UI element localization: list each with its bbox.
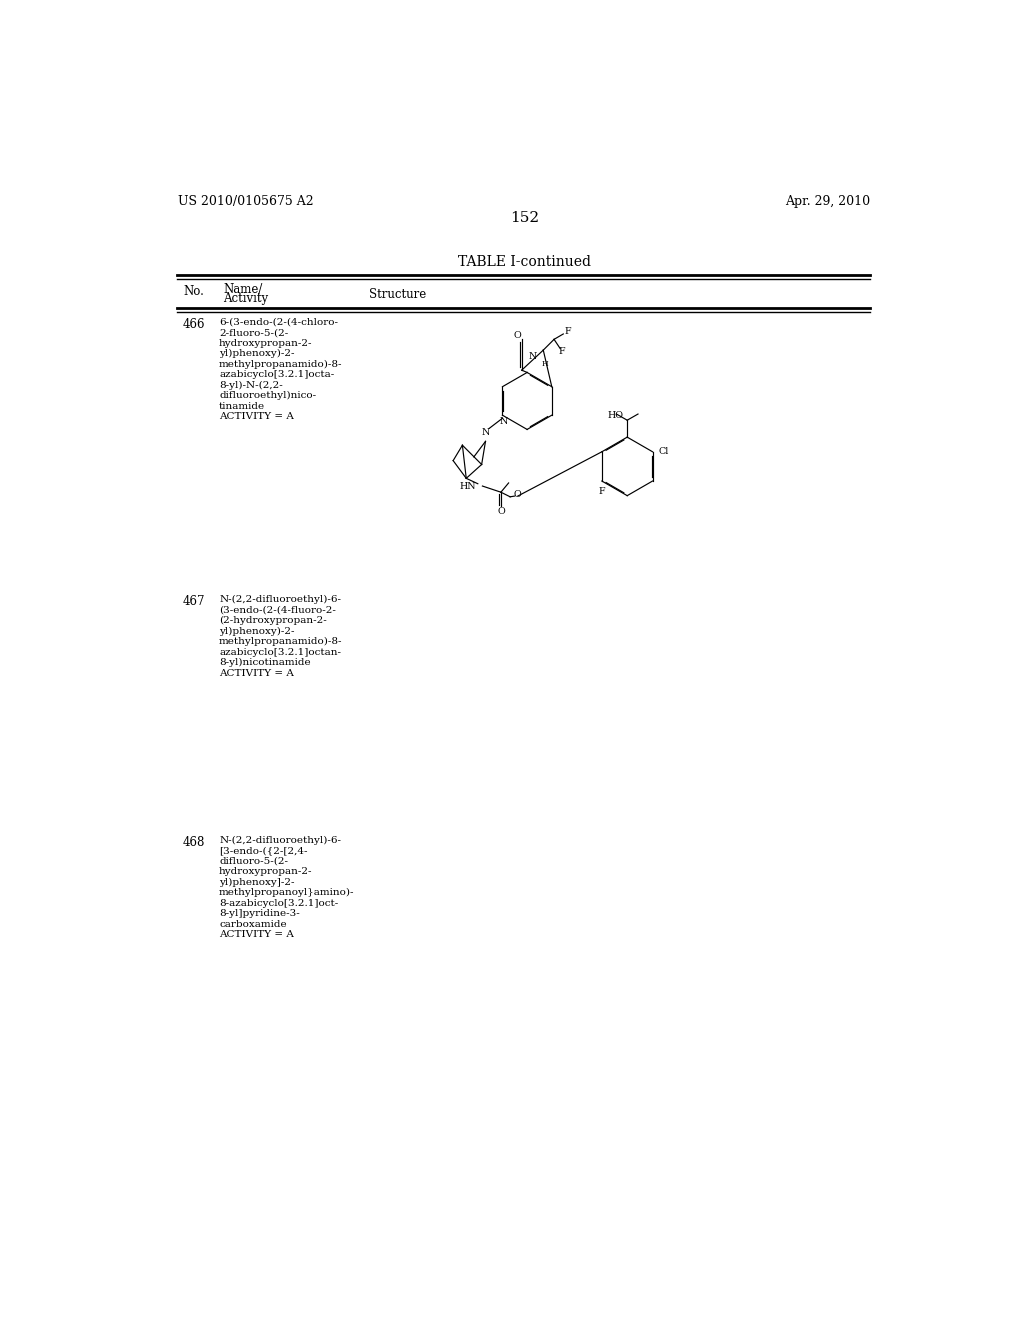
Text: Structure: Structure: [370, 288, 427, 301]
Text: N-(2,2-difluoroethyl)-6-
[3-endo-({2-[2,4-
difluoro-5-(2-
hydroxypropan-2-
yl)ph: N-(2,2-difluoroethyl)-6- [3-endo-({2-[2,…: [219, 836, 354, 939]
Text: F: F: [564, 327, 571, 337]
Text: N: N: [481, 428, 489, 437]
Text: Cl: Cl: [658, 447, 669, 457]
Text: No.: No.: [183, 285, 204, 298]
Text: US 2010/0105675 A2: US 2010/0105675 A2: [178, 195, 314, 209]
Text: 467: 467: [183, 595, 206, 609]
Text: HO: HO: [607, 411, 624, 420]
Text: F: F: [558, 347, 565, 356]
Text: HN: HN: [460, 482, 476, 491]
Text: N: N: [500, 417, 508, 426]
Text: N-(2,2-difluoroethyl)-6-
(3-endo-(2-(4-fluoro-2-
(2-hydroxypropan-2-
yl)phenoxy): N-(2,2-difluoroethyl)-6- (3-endo-(2-(4-f…: [219, 595, 343, 677]
Text: F: F: [599, 487, 605, 496]
Text: O: O: [497, 507, 505, 516]
Text: O: O: [513, 331, 521, 341]
Text: 468: 468: [183, 836, 205, 849]
Text: H: H: [542, 360, 549, 368]
Text: O: O: [514, 490, 521, 499]
Text: Activity: Activity: [223, 293, 268, 305]
Text: N: N: [528, 352, 538, 360]
Text: Name/: Name/: [223, 284, 262, 296]
Text: 466: 466: [183, 318, 206, 331]
Text: Apr. 29, 2010: Apr. 29, 2010: [784, 195, 869, 209]
Text: 6-(3-endo-(2-(4-chloro-
2-fluoro-5-(2-
hydroxypropan-2-
yl)phenoxy)-2-
methylpro: 6-(3-endo-(2-(4-chloro- 2-fluoro-5-(2- h…: [219, 318, 343, 421]
Text: 152: 152: [510, 211, 540, 224]
Text: TABLE I-continued: TABLE I-continued: [459, 255, 591, 269]
